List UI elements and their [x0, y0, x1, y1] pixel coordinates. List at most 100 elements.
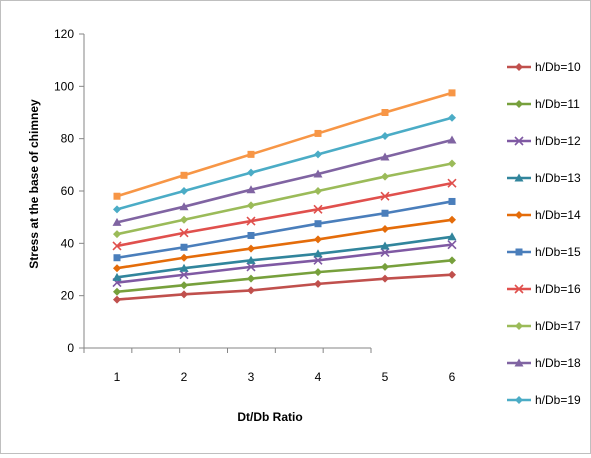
- data-point: [313, 204, 323, 214]
- series-h-db-10: [113, 270, 456, 304]
- data-point: [448, 159, 456, 168]
- series-h-db-16: [112, 178, 457, 251]
- x-tick-label: 3: [248, 370, 255, 384]
- data-point: [113, 264, 121, 273]
- series-line: [116, 200, 453, 260]
- data-point: [113, 205, 121, 214]
- x-axis-title: Dt/Db Ratio: [237, 410, 302, 424]
- data-point: [179, 202, 189, 211]
- data-point: [180, 215, 188, 224]
- data-point: [314, 268, 322, 277]
- data-point: [247, 231, 255, 239]
- data-point: [112, 272, 122, 281]
- legend-swatch-marker: [515, 100, 523, 108]
- x-tick-label: 4: [315, 370, 322, 384]
- data-point: [246, 255, 256, 264]
- series-line: [116, 91, 453, 198]
- data-point: [179, 270, 189, 280]
- data-point: [380, 247, 390, 258]
- legend-swatch-marker: [514, 136, 524, 146]
- legend-swatch-marker: [515, 211, 523, 219]
- data-point: [180, 290, 188, 299]
- y-tick-label: 0: [67, 341, 74, 355]
- data-point: [247, 150, 255, 158]
- y-tick-label: 40: [61, 236, 75, 250]
- data-point: [180, 281, 188, 290]
- data-point: [180, 243, 188, 251]
- data-point: [381, 109, 389, 116]
- series-h-db-13: [112, 232, 457, 281]
- series-h-db-15: [113, 197, 456, 262]
- data-point: [448, 89, 456, 97]
- series-line: [116, 273, 453, 301]
- data-point: [381, 274, 389, 283]
- legend-label: h/Db=10: [535, 60, 581, 74]
- data-point: [314, 129, 322, 137]
- legend-label: h/Db=17: [535, 319, 581, 333]
- legend-label: h/Db=18: [535, 356, 581, 370]
- y-tick-label: 80: [61, 132, 75, 146]
- legend-swatch-marker: [515, 63, 523, 71]
- legend: h/Db=10 h/Db=11 h/Db=12 h/Db=13 h/Db=14 h/Db=…: [507, 60, 581, 407]
- data-point: [380, 152, 390, 161]
- data-point: [247, 168, 255, 177]
- series-line: [116, 235, 453, 279]
- series-h-db-19: [113, 113, 456, 214]
- legend-swatch-marker: [515, 322, 523, 330]
- data-point: [247, 201, 255, 210]
- data-point: [448, 256, 456, 265]
- data-point: [381, 209, 389, 217]
- data-point: [447, 240, 457, 250]
- x-tick-label: 1: [114, 370, 121, 384]
- legend-entry: h/Db=19: [507, 393, 581, 407]
- data-point: [447, 135, 457, 144]
- x-tick-label: 5: [382, 370, 389, 384]
- legend-label: h/Db=13: [535, 171, 581, 185]
- data-point: [448, 215, 456, 224]
- series-line: [116, 138, 453, 224]
- legend-entry: h/Db=14: [507, 208, 581, 222]
- series-line: [116, 116, 453, 211]
- data-point: [448, 197, 456, 205]
- data-point: [313, 169, 323, 178]
- data-point: [448, 270, 456, 279]
- series-h-db-14: [113, 215, 456, 273]
- data-point: [448, 113, 456, 122]
- legend-swatch-marker: [515, 396, 523, 404]
- y-tick-label: 120: [54, 27, 74, 41]
- data-point: [180, 253, 188, 262]
- legend-entry: h/Db=16: [507, 282, 581, 296]
- data-point: [113, 230, 121, 239]
- data-point: [447, 178, 457, 188]
- legend-swatch-marker: [514, 173, 524, 182]
- legend-entry: h/Db=10: [507, 60, 581, 74]
- data-point: [113, 254, 121, 262]
- data-point: [113, 295, 121, 304]
- data-point: [247, 274, 255, 283]
- data-point: [246, 216, 256, 226]
- legend-entry: h/Db=13: [507, 171, 581, 185]
- data-point: [180, 171, 188, 179]
- data-point: [180, 187, 188, 195]
- data-point: [246, 185, 256, 194]
- series-line: [116, 162, 453, 236]
- data-point: [112, 217, 122, 226]
- data-point: [447, 232, 457, 241]
- data-point: [314, 220, 322, 228]
- legend-label: h/Db=19: [535, 393, 581, 407]
- series-unlabeled-10: [113, 89, 456, 200]
- series-line: [116, 218, 453, 270]
- legend-swatch-marker: [515, 248, 523, 256]
- data-point: [380, 241, 390, 250]
- series-h-db-12: [112, 240, 457, 288]
- y-tick-label: 60: [61, 184, 75, 198]
- series-h-db-18: [112, 135, 457, 226]
- data-point: [113, 287, 121, 296]
- data-point: [179, 263, 189, 272]
- x-axis: 1 2 3 4 5 6: [83, 347, 456, 384]
- y-tick-label: 20: [61, 289, 75, 303]
- data-point: [381, 132, 389, 141]
- legend-label: h/Db=14: [535, 208, 581, 222]
- series-line: [116, 243, 453, 284]
